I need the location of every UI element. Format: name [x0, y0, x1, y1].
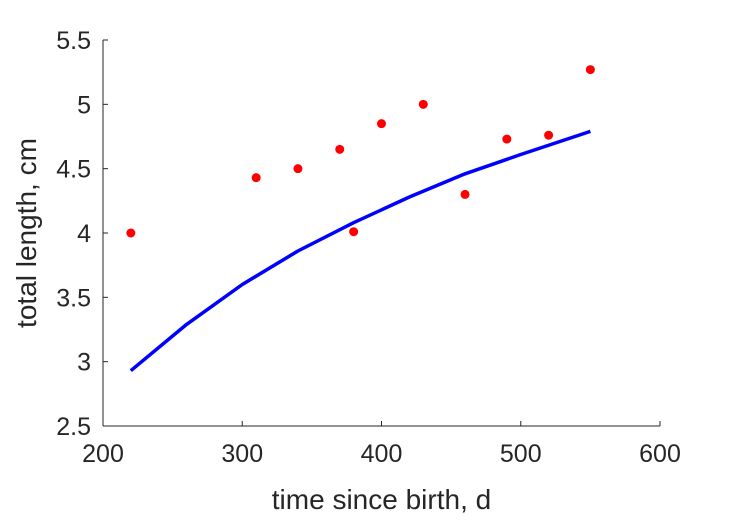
x-tick-label: 300 — [221, 440, 263, 468]
y-tick-label: 4.5 — [56, 156, 91, 184]
axes: 200 300 400 500 600 2.5 3 3.5 4 4.5 5 5.5 — [56, 27, 681, 468]
x-tick-label: 600 — [639, 440, 681, 468]
fit-curve-line — [129, 129, 591, 373]
data-point — [418, 99, 428, 109]
data-point — [377, 119, 386, 129]
y-tick-label: 3 — [77, 349, 91, 377]
y-tick-label: 5 — [77, 91, 91, 119]
data-point — [251, 173, 261, 183]
x-axis-title: time since birth, d — [272, 484, 491, 515]
series-layer — [126, 65, 595, 373]
data-point — [293, 164, 303, 174]
x-tick-label: 400 — [361, 440, 403, 468]
data-point — [335, 144, 345, 154]
y-tick-label: 5.5 — [56, 27, 91, 55]
x-tick-label: 200 — [82, 440, 124, 468]
data-point — [502, 134, 512, 144]
x-tick-label: 500 — [500, 440, 542, 468]
y-tick-label: 2.5 — [56, 413, 91, 441]
y-axis-title: total length, cm — [11, 138, 42, 328]
data-point — [460, 189, 470, 199]
data-point — [349, 227, 359, 237]
data-point — [544, 130, 554, 140]
data-point — [585, 65, 595, 75]
y-tick-label: 3.5 — [56, 284, 91, 312]
data-point — [126, 228, 136, 238]
y-tick-label: 4 — [77, 220, 91, 248]
